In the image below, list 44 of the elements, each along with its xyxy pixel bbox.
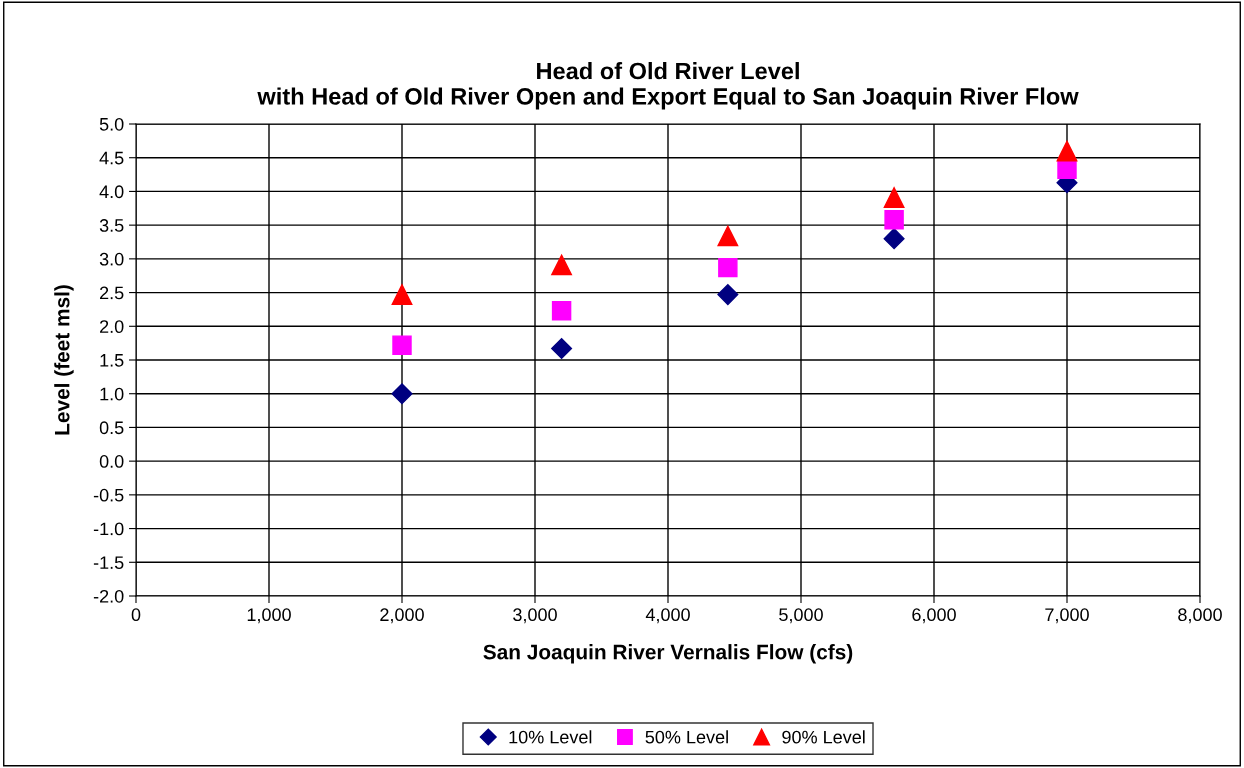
point [551,254,573,276]
x-tick-label: 1,000 [247,608,291,624]
x-tick-label: 3,000 [513,608,557,624]
point [884,210,904,230]
y-tick-label: 1.0 [100,387,124,401]
y-tick-label: 1.5 [100,354,124,367]
point [717,284,739,306]
x-tick-label: 0 [131,608,141,622]
point [883,228,905,250]
point [391,284,413,306]
y-tick-label: 4.0 [99,185,124,199]
y-tick-label: 2.5 [100,286,124,300]
y-tick-label: -1.5 [93,556,124,570]
y-tick-label: -0.5 [93,488,124,502]
x-tick-label: 2,000 [380,608,424,624]
point [883,187,905,208]
y-tick-label: 3.0 [99,252,124,266]
point [391,383,413,405]
legend-label: 10% Level [509,730,592,744]
x-tick-label: 6,000 [912,608,956,624]
x-tick-label: 4,000 [645,608,690,624]
x-axis-title: San Joaquin River Vernalis Flow (cfs) [483,644,853,664]
point [717,225,739,247]
legend-label: 50% Level [645,730,728,744]
y-tick-label: -1.0 [93,522,124,536]
y-tick-label: 5.0 [99,117,124,131]
y-tick-label: 4.5 [99,151,124,165]
point [718,257,738,278]
point [551,301,572,321]
chart-title: Head of Old River Level with Head of Old River Open and Export Equal to San Joaquin River Flow [257,62,1079,110]
point [392,335,412,355]
point [551,338,573,360]
y-tick-label: 2.0 [100,320,124,334]
y-tick-label: 3.5 [99,219,124,232]
y-tick-label: 0.5 [99,421,124,435]
point [1057,159,1077,179]
y-tick-label: -2.0 [93,589,124,603]
legend-label: 90% Level [782,730,865,744]
point [1056,140,1078,162]
x-tick-label: 8,000 [1178,608,1222,624]
x-tick-label: 7,000 [1045,608,1089,624]
y-tick-label: 0.0 [99,455,124,468]
y-axis-title: Level (feet msl) [54,285,74,435]
x-tick-label: 5,000 [779,608,823,624]
